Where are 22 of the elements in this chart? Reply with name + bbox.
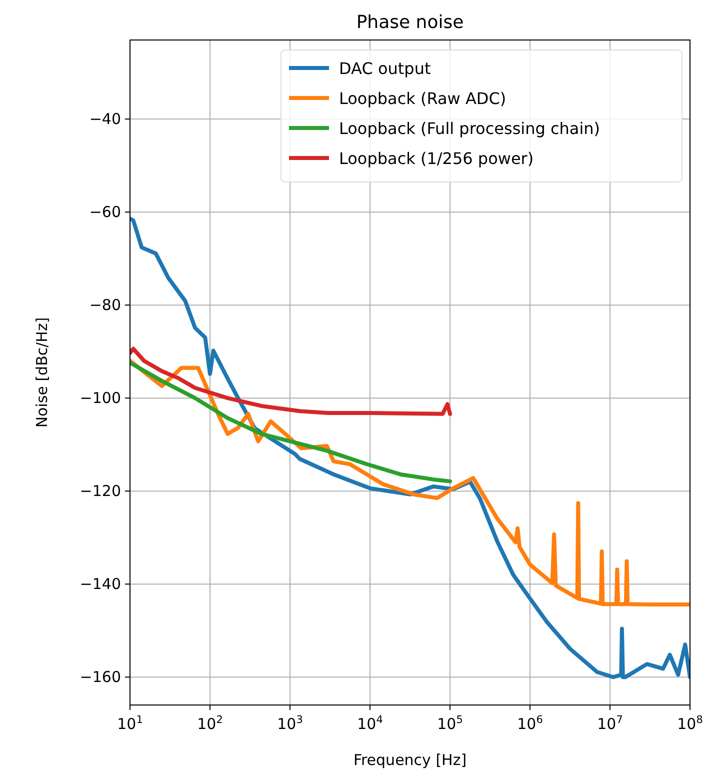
x-tick-label: 10$^{8}$ bbox=[677, 714, 703, 733]
y-axis-title: Noise [dBc/Hz] bbox=[33, 317, 51, 428]
legend-label: Loopback (1/256 power) bbox=[339, 149, 534, 168]
x-tick-label: 10$^{2}$ bbox=[197, 714, 223, 733]
y-tick-label: −60 bbox=[89, 203, 121, 222]
y-tick-label: −160 bbox=[80, 668, 121, 686]
x-tick-label: 10$^{6}$ bbox=[517, 714, 544, 733]
legend-label: Loopback (Raw ADC) bbox=[339, 89, 506, 108]
x-tick-label: 10$^{4}$ bbox=[357, 714, 384, 733]
y-tick-label: −140 bbox=[80, 575, 121, 594]
chart-title: Phase noise bbox=[356, 12, 464, 33]
x-tick-label: 10$^{1}$ bbox=[117, 714, 143, 733]
x-axis-title: Frequency [Hz] bbox=[353, 751, 467, 769]
x-tick-label: 10$^{5}$ bbox=[437, 714, 463, 733]
y-tick-label: −120 bbox=[80, 482, 121, 500]
legend-label: DAC output bbox=[339, 59, 431, 78]
legend-label: Loopback (Full processing chain) bbox=[339, 119, 600, 138]
y-tick-label: −80 bbox=[89, 296, 121, 314]
x-tick-label: 10$^{7}$ bbox=[597, 714, 623, 733]
y-tick-label: −40 bbox=[89, 110, 121, 128]
x-tick-label: 10$^{3}$ bbox=[277, 714, 303, 733]
y-tick-label: −100 bbox=[80, 389, 121, 408]
